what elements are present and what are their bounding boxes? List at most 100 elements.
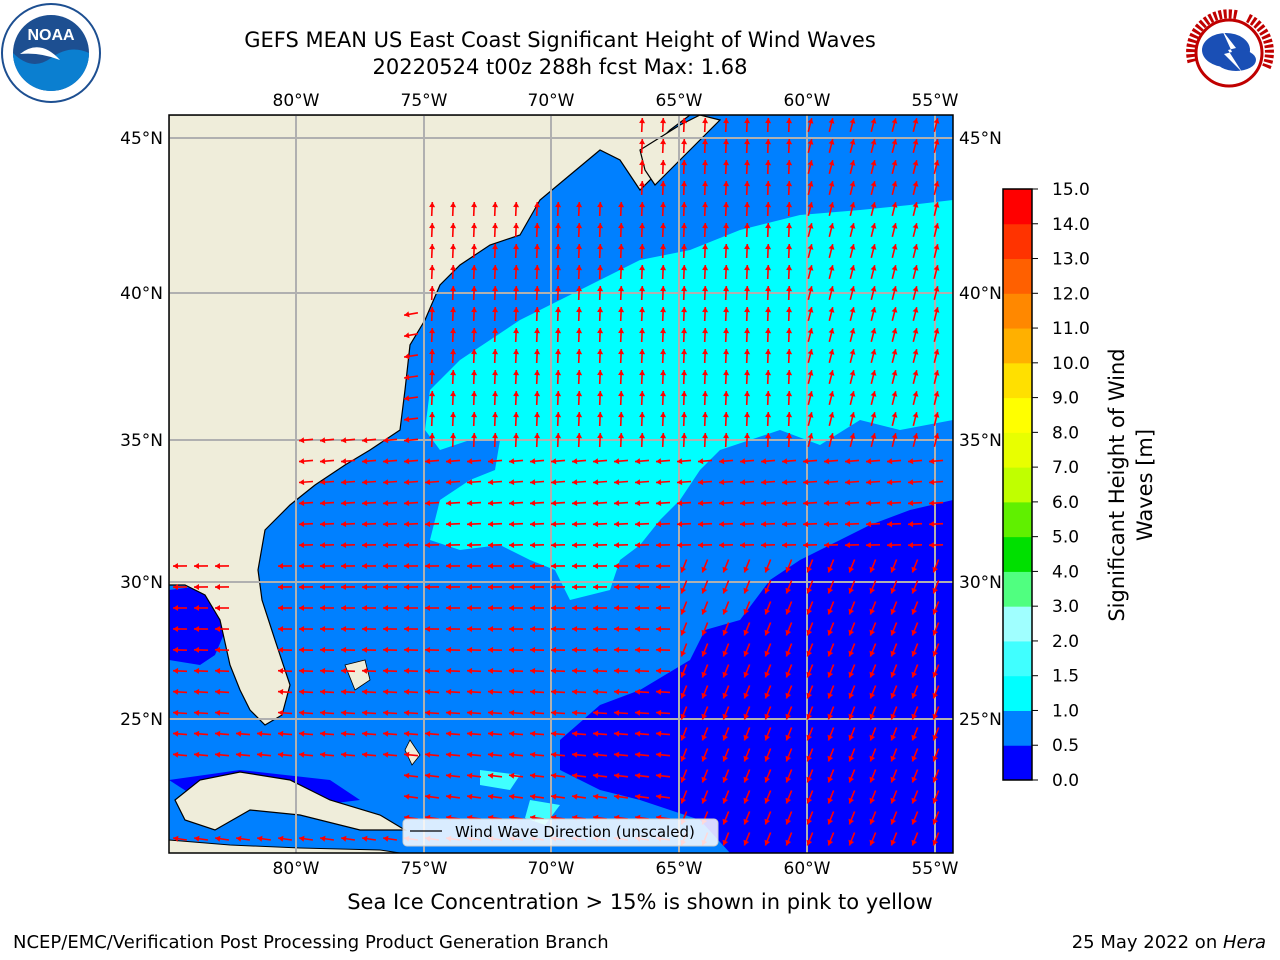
colorbar-tick-label: 14.0	[1052, 215, 1090, 235]
wind-wave-arrowhead	[660, 412, 667, 418]
wind-wave-arrowhead	[404, 626, 410, 632]
wind-wave-arrowhead	[891, 328, 898, 334]
wind-wave-arrowhead	[912, 328, 919, 334]
wind-wave-arrowhead	[471, 286, 478, 292]
wind-wave-arrowhead	[194, 709, 200, 716]
wind-wave-arrowhead	[278, 563, 284, 569]
colorbar-segment	[1003, 606, 1032, 642]
wind-wave-arrowhead	[572, 793, 578, 800]
wind-wave-arrowhead	[681, 433, 688, 439]
colorbar-tick-label: 11.0	[1052, 319, 1090, 339]
wind-wave-arrowhead	[450, 433, 457, 439]
wind-wave-arrowhead	[509, 709, 515, 716]
wind-wave-arrowhead	[639, 139, 646, 145]
wind-wave-arrowhead	[656, 772, 662, 779]
wind-wave-arrowhead	[660, 181, 667, 187]
wind-wave-arrowhead	[341, 626, 347, 632]
wind-wave-arrowhead	[845, 521, 851, 528]
wind-wave-arrowhead	[870, 328, 877, 334]
wind-wave-arrowhead	[572, 709, 578, 716]
wind-wave-arrowhead	[467, 479, 473, 486]
wind-wave-arrowhead	[492, 223, 499, 229]
lat-label-left: 25°N	[120, 710, 163, 730]
wind-wave-arrowhead	[534, 328, 541, 334]
wind-wave-arrowhead	[492, 391, 499, 397]
wind-wave-arrowhead	[446, 667, 452, 674]
wind-wave-arrowhead	[680, 776, 687, 783]
wave-zone-low	[560, 500, 953, 853]
wind-wave-arrowhead	[869, 650, 876, 657]
wind-wave-arrowhead	[572, 751, 578, 758]
wind-wave-arrowhead	[404, 332, 410, 339]
wind-wave-arrowhead	[827, 818, 834, 825]
wind-wave-arrowhead	[597, 391, 604, 397]
wind-wave-arrowhead	[467, 584, 472, 590]
wind-wave-arrowhead	[597, 265, 604, 271]
wind-wave-arrowhead	[912, 433, 919, 439]
wind-wave-arrowhead	[383, 730, 389, 737]
noaa-logo: NOAA	[1, 3, 101, 103]
wind-wave-arrowhead	[593, 500, 599, 507]
wind-wave-arrowhead	[891, 118, 898, 124]
wind-wave-arrowhead	[890, 734, 897, 741]
wind-wave-arrowhead	[593, 793, 599, 800]
wind-wave-arrowhead	[740, 479, 746, 486]
lat-label-right: 35°N	[959, 431, 1002, 451]
wind-wave-arrowhead	[320, 500, 326, 507]
wind-wave-arrowhead	[824, 500, 830, 507]
svg-text:NOAA: NOAA	[27, 27, 75, 44]
wind-wave-arrowhead	[362, 500, 368, 507]
wind-wave-arrowhead	[908, 458, 914, 465]
wind-wave-arrowhead	[429, 328, 436, 334]
wind-wave-arrowhead	[891, 370, 898, 376]
wind-wave-arrowhead	[639, 349, 646, 355]
wind-wave-arrowhead	[509, 667, 515, 674]
wind-wave-arrowhead	[743, 587, 750, 594]
wind-wave-arrowhead	[911, 797, 918, 804]
wind-wave-arrowhead	[660, 286, 667, 292]
wind-wave-arrowhead	[341, 646, 347, 653]
wind-wave-arrowhead	[702, 265, 709, 271]
wind-wave-arrowhead	[828, 370, 835, 376]
wind-wave-arrowhead	[362, 479, 368, 486]
wind-wave-arrowhead	[681, 307, 688, 313]
wind-wave-arrowhead	[530, 563, 536, 569]
wind-wave-arrowhead	[278, 835, 284, 842]
wind-wave-arrowhead	[593, 458, 599, 465]
land-bahamas	[344, 659, 371, 691]
wind-wave-arrowhead	[890, 839, 897, 846]
wind-wave-arrowhead	[488, 563, 494, 569]
wind-wave-arrowhead	[597, 202, 604, 208]
wind-wave-arrowhead	[425, 751, 431, 758]
wind-wave-arrowhead	[509, 751, 515, 758]
wind-wave-arrowhead	[933, 328, 940, 334]
wind-wave-arrowhead	[450, 370, 457, 376]
wind-wave-arrowhead	[299, 542, 305, 549]
wind-wave-arrowhead	[723, 223, 730, 229]
wind-wave-arrowhead	[278, 730, 284, 737]
wind-wave-arrowhead	[786, 181, 793, 187]
lat-label-right: 45°N	[959, 129, 1002, 149]
wind-wave-arrowhead	[698, 458, 704, 465]
wind-wave-arrowhead	[173, 730, 179, 737]
wind-wave-arrowhead	[639, 181, 646, 187]
wind-wave-arrowhead	[425, 626, 431, 632]
wind-wave-arrowhead	[299, 437, 305, 444]
wind-wave-arrowhead	[362, 646, 368, 653]
wind-wave-arrowhead	[639, 391, 646, 397]
wind-wave-arrowhead	[890, 692, 897, 699]
wind-wave-arrowhead	[933, 265, 940, 271]
wind-wave-arrowhead	[891, 244, 898, 250]
wind-wave-arrowhead	[530, 793, 536, 800]
colorbar-tick-label: 1.0	[1052, 701, 1079, 721]
wind-wave-arrowhead	[467, 646, 473, 653]
wind-wave-arrowhead	[530, 605, 535, 611]
wind-wave-arrowhead	[551, 709, 557, 716]
wind-wave-arrowhead	[471, 433, 478, 439]
wind-wave-arrowhead	[785, 755, 792, 762]
wind-wave-arrowhead	[933, 286, 940, 292]
wind-wave-arrowhead	[383, 835, 389, 842]
wind-wave-arrowhead	[723, 139, 730, 145]
wind-wave-arrowhead	[806, 776, 813, 783]
wind-wave-arrowhead	[932, 839, 939, 846]
